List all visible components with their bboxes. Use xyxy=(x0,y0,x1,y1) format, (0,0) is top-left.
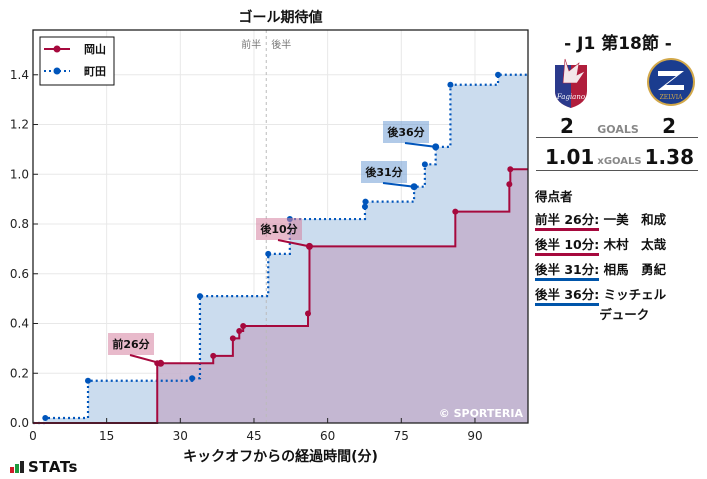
x-tick-label: 90 xyxy=(467,429,482,443)
scorer-name: 相馬 勇紀 xyxy=(599,262,667,277)
y-tick-label: 1.0 xyxy=(10,167,29,181)
goal-point xyxy=(410,183,418,191)
goal-annotation-box xyxy=(361,161,407,183)
data-point xyxy=(452,208,459,215)
x-tick-label: 45 xyxy=(246,429,261,443)
scorers-list: 得点者 前半 26分: 一美 和成 後半 10分: 木村 太哉 後半 31分: … xyxy=(535,186,703,331)
chart-title: ゴール期待値 xyxy=(238,10,323,26)
y-tick-label: 0.8 xyxy=(10,217,29,231)
stats-logo: STATs xyxy=(10,458,78,476)
svg-text:ZELVIA: ZELVIA xyxy=(660,94,684,101)
xgoals-label: xGOALS xyxy=(597,156,642,167)
xgoals-row: 1.01 xGOALS 1.38 xyxy=(536,145,698,171)
okayama-crest-icon: Fagiano xyxy=(555,58,587,108)
home-goals: 2 xyxy=(560,114,574,138)
home-xgoals: 1.01 xyxy=(545,145,595,169)
y-tick-label: 0.2 xyxy=(10,366,29,380)
scorer-name: 木村 太哉 xyxy=(599,237,667,252)
goals-row: 2 GOALS 2 xyxy=(536,114,698,138)
data-point xyxy=(362,198,369,205)
goal-annotation-label: 後36分 xyxy=(387,125,424,139)
goal-annotation-label: 後10分 xyxy=(260,222,297,236)
data-point xyxy=(495,71,502,78)
goal-annotation-box xyxy=(108,333,154,355)
data-point xyxy=(229,335,236,342)
second-half-label: 後半 xyxy=(271,38,291,51)
x-tick-label: 0 xyxy=(29,429,37,443)
away-goals: 2 xyxy=(662,114,676,138)
data-point xyxy=(265,250,272,257)
x-tick-label: 30 xyxy=(173,429,188,443)
goal-annotation-box xyxy=(383,121,429,143)
scorer-item: 後半 36分: ミッチェル デューク xyxy=(535,287,703,325)
scorer-item: 前半 26分: 一美 和成 xyxy=(535,212,703,231)
data-point xyxy=(210,352,217,359)
round-label: - J1 第18節 - xyxy=(564,34,672,54)
goal-time: 後半 36分: xyxy=(535,287,600,306)
x-axis-label: キックオフからの経過時間(分) xyxy=(183,448,378,465)
goal-time: 前半 26分: xyxy=(535,212,600,231)
goals-label: GOALS xyxy=(597,123,639,136)
data-point xyxy=(240,322,247,329)
goal-time: 後半 31分: xyxy=(535,262,600,281)
data-point xyxy=(507,166,514,173)
data-point xyxy=(421,161,428,168)
scorers-title: 得点者 xyxy=(535,189,573,204)
x-tick-label: 60 xyxy=(320,429,335,443)
goal-annotation-label: 前26分 xyxy=(112,337,149,351)
annotation-arrow xyxy=(404,142,436,148)
data-point xyxy=(361,203,368,210)
series-area xyxy=(33,169,528,423)
x-tick-label: 15 xyxy=(99,429,114,443)
data-point xyxy=(305,310,311,317)
brand-name: STATs xyxy=(28,458,78,476)
x-tick-label: 75 xyxy=(394,429,409,443)
data-point xyxy=(447,81,454,88)
scorer-name: ミッチェル デューク xyxy=(599,287,667,322)
away-xgoals: 1.38 xyxy=(644,145,694,169)
data-point xyxy=(189,375,196,382)
scorer-name: 一美 和成 xyxy=(599,212,667,227)
legend-label: 岡山 xyxy=(84,42,106,56)
scorer-item: 後半 31分: 相馬 勇紀 xyxy=(535,262,703,281)
data-point xyxy=(236,327,243,334)
data-point xyxy=(85,377,91,384)
bar-chart-icon xyxy=(10,461,24,473)
legend-label: 町田 xyxy=(84,65,106,78)
y-tick-label: 0.4 xyxy=(10,317,29,331)
goal-annotation-box xyxy=(256,218,302,240)
annotation-arrow xyxy=(277,239,310,248)
y-tick-label: 0.6 xyxy=(10,267,29,281)
svg-text:Fagiano: Fagiano xyxy=(556,93,585,101)
legend xyxy=(39,36,115,86)
goal-annotation-label: 後31分 xyxy=(365,165,402,179)
machida-crest-icon: ZELVIA xyxy=(647,58,695,106)
goal-time: 後半 10分: xyxy=(535,237,600,256)
y-tick-label: 0.0 xyxy=(10,416,29,430)
y-tick-label: 1.4 xyxy=(10,68,29,82)
series-line xyxy=(33,73,528,425)
plot-frame xyxy=(32,29,529,424)
data-point xyxy=(42,415,49,422)
annotation-arrow xyxy=(382,182,415,188)
data-point xyxy=(506,181,513,188)
goal-point xyxy=(157,359,165,367)
legend-marker xyxy=(53,67,61,75)
scorer-item: 後半 10分: 木村 太哉 xyxy=(535,237,703,256)
first-half-label: 前半 xyxy=(241,38,261,51)
annotation-arrow xyxy=(129,354,161,365)
legend-marker xyxy=(53,45,61,53)
goal-point xyxy=(432,143,440,151)
goal-point xyxy=(305,242,313,250)
data-point xyxy=(196,293,203,300)
watermark: © SPORTERIA xyxy=(439,407,524,420)
y-tick-label: 1.2 xyxy=(10,118,29,132)
